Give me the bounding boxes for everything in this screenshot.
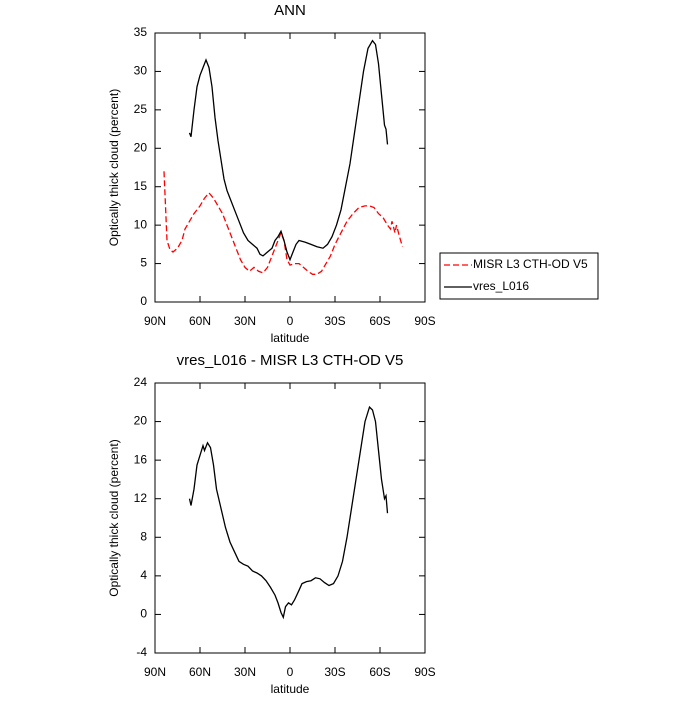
x-axis-title: latitude: [271, 331, 310, 345]
legend-label: vres_L016: [473, 279, 529, 293]
x-tick-label: 30N: [234, 665, 256, 679]
y-tick-label: 30: [134, 64, 148, 78]
legend-label: MISR L3 CTH-OD V5: [473, 257, 588, 271]
x-tick-label: 30N: [234, 314, 256, 328]
y-tick-label: 20: [134, 140, 148, 154]
series-line: [163, 171, 404, 275]
plot-frame: [154, 382, 426, 654]
y-axis-title: Optically thick cloud (percent): [107, 89, 121, 246]
y-tick-label: 0: [140, 607, 147, 621]
y-tick-label: 24: [134, 375, 148, 389]
series-line: [188, 39, 389, 262]
legend: MISR L3 CTH-OD V5 vres_L016: [439, 252, 599, 300]
x-tick-label: 90N: [144, 314, 166, 328]
x-tick-label: 90S: [414, 665, 435, 679]
y-tick-label: 16: [134, 452, 148, 466]
y-tick-label: 35: [134, 25, 148, 39]
y-tick-label: 8: [140, 529, 147, 543]
x-tick-label: 60S: [369, 665, 390, 679]
y-tick-label: 20: [134, 414, 148, 428]
x-tick-label: 60N: [189, 314, 211, 328]
x-tick-label: 30S: [324, 314, 345, 328]
chart-title: vres_L016 - MISR L3 CTH-OD V5: [177, 352, 404, 369]
y-tick-label: 5: [140, 256, 147, 270]
y-axis-title: Optically thick cloud (percent): [107, 439, 121, 596]
x-tick-label: 0: [287, 314, 294, 328]
y-tick-label: 10: [134, 217, 148, 231]
y-tick-label: 15: [134, 179, 148, 193]
x-tick-label: 90S: [414, 314, 435, 328]
x-tick-label: 60N: [189, 665, 211, 679]
x-tick-label: 30S: [324, 665, 345, 679]
y-tick-label: 25: [134, 102, 148, 116]
plot-frame: [154, 32, 426, 303]
x-tick-label: 90N: [144, 665, 166, 679]
x-tick-label: 0: [287, 665, 294, 679]
y-tick-label: 0: [140, 294, 147, 308]
x-axis-title: latitude: [271, 682, 310, 696]
legend-box: [439, 252, 599, 300]
y-tick-label: 4: [140, 568, 147, 582]
chart-title: ANN: [274, 2, 306, 19]
x-tick-label: 60S: [369, 314, 390, 328]
series-line: [188, 405, 389, 620]
y-tick-label: 12: [134, 491, 148, 505]
y-tick-label: -4: [136, 645, 147, 659]
